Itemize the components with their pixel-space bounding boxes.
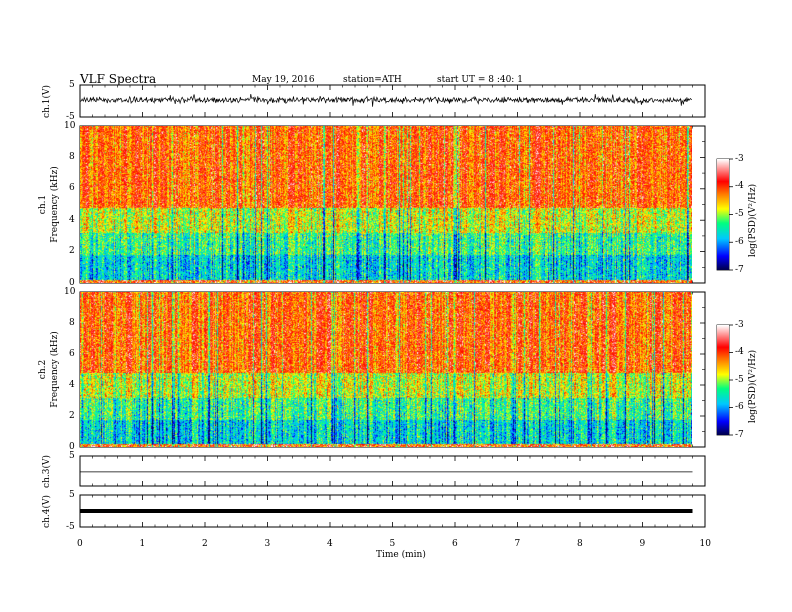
y-axis-title-channel: ch.1 — [37, 194, 48, 215]
x-tick-label: 0 — [77, 538, 83, 549]
colorbar-tick-label: -6 — [735, 236, 744, 247]
colorbar-tick-label: -7 — [735, 429, 744, 440]
colorbar-tick-label: -3 — [735, 319, 744, 330]
y-tick-label: 0 — [69, 277, 75, 288]
x-tick-label: 8 — [577, 538, 583, 549]
colorbar-tick-label: -4 — [735, 181, 744, 192]
y-axis-title-frequency: Frequency (kHz) — [49, 331, 60, 408]
date-label: May 19, 2016 — [252, 75, 315, 85]
chart-title: VLF Spectra — [80, 72, 157, 86]
colorbar-tick-label: -7 — [735, 264, 744, 275]
x-tick-label: 1 — [139, 538, 146, 549]
y-axis-title-ch4-waveform: ch.4(V) — [41, 494, 52, 528]
x-tick-label: 3 — [264, 538, 271, 549]
y-tick-label: 8 — [69, 317, 75, 328]
x-tick-label: 7 — [514, 538, 521, 549]
x-tick-label: 9 — [639, 538, 646, 549]
colorbar-tick-label: -3 — [735, 153, 744, 164]
y-tick-label: 10 — [64, 286, 76, 297]
colorbar-title: log(PSD)(V²/Hz) — [747, 349, 758, 423]
y-axis-title-frequency: Frequency (kHz) — [49, 166, 60, 243]
ch1-spectrogram-image — [80, 126, 692, 283]
y-tick-label: 6 — [69, 183, 75, 194]
y-tick-label: 4 — [69, 214, 75, 225]
y-tick-label: 0 — [69, 441, 75, 452]
y-axis-title-ch1-waveform: ch.1(V) — [41, 84, 52, 118]
y-tick-label: 5 — [69, 79, 75, 90]
y-axis-title-channel: ch.2 — [37, 359, 48, 380]
y-tick-label: 5 — [69, 450, 75, 461]
ch1-colorbar — [717, 159, 729, 270]
y-tick-label: 6 — [69, 348, 75, 359]
y-tick-label: 10 — [64, 120, 76, 131]
ch2-colorbar — [717, 325, 729, 435]
y-tick-label: 2 — [69, 246, 75, 257]
y-tick-label: 5 — [69, 489, 75, 500]
y-axis-title-ch3-waveform: ch.3(V) — [41, 454, 52, 488]
station-label: station=ATH — [343, 75, 402, 85]
colorbar-tick-label: -5 — [735, 209, 744, 219]
ch2-spectrogram-image — [80, 292, 692, 447]
x-tick-label: 10 — [699, 538, 711, 549]
x-tick-label: 6 — [452, 538, 458, 549]
y-tick-label: -5 — [66, 111, 75, 122]
ch1-waveform-line — [79, 94, 693, 107]
y-tick-label: 2 — [69, 410, 75, 421]
x-axis-title: Time (min) — [376, 550, 426, 560]
start-time-label: start UT = 8 :40: 1 — [437, 75, 523, 85]
y-tick-label: 8 — [69, 151, 75, 162]
x-tick-label: 4 — [327, 538, 333, 549]
colorbar-tick-label: -5 — [735, 374, 744, 385]
colorbar-tick-label: -4 — [735, 347, 744, 357]
y-tick-label: 4 — [69, 379, 75, 390]
x-tick-label: 5 — [389, 538, 396, 549]
x-tick-label: 2 — [202, 538, 208, 549]
y-tick-label: -5 — [66, 521, 75, 532]
colorbar-title: log(PSD)(V²/Hz) — [747, 183, 758, 258]
colorbar-tick-label: -6 — [735, 402, 744, 412]
